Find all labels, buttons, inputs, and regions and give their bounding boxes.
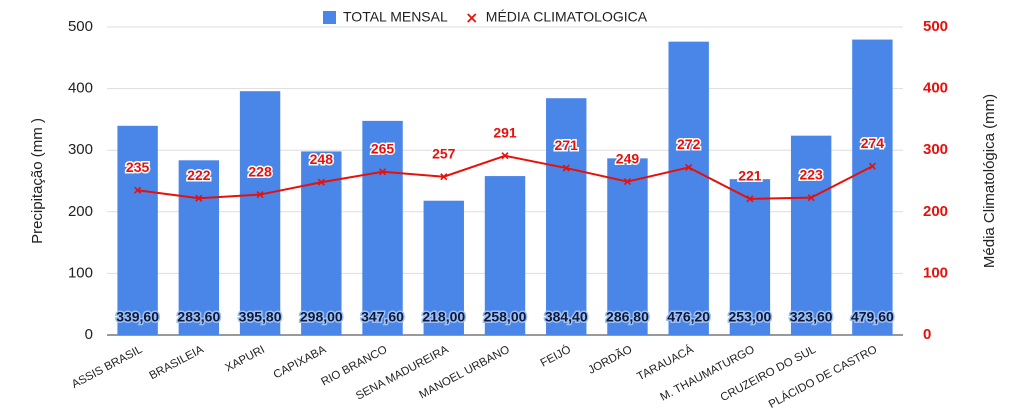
bar-value-label: 395,80: [239, 309, 282, 325]
line-marker: [256, 190, 264, 199]
line-marker: [623, 178, 632, 186]
line-marker: [378, 168, 387, 176]
y-tick-label: 200: [68, 203, 93, 220]
x-tick-label: JORDÃO: [586, 343, 634, 377]
line-value-label: 228: [248, 163, 272, 179]
legend-swatch: [323, 11, 336, 24]
legend-swatch: [467, 13, 477, 23]
bar-value-label: 218,00: [422, 309, 465, 325]
bar: [790, 135, 832, 335]
line-marker: [807, 194, 815, 202]
bar: [117, 125, 158, 335]
legend-label: TOTAL MENSAL: [343, 9, 448, 25]
y2-axis-title: Média Climatológica (mm): [981, 94, 998, 268]
y2-tick-label: 100: [923, 264, 948, 281]
y-tick-label: 500: [68, 18, 93, 35]
bar-value-label: 339,60: [116, 309, 159, 325]
x-tick-label: FEIJÓ: [538, 343, 573, 370]
line-value-label: 223: [799, 166, 823, 182]
x-tick-label: XAPURI: [223, 344, 266, 375]
line-value-label: 235: [126, 159, 150, 175]
x-tick-label: BRASILEIA: [148, 344, 206, 383]
line-value-label: 272: [677, 136, 701, 152]
line-value-label: 291: [493, 124, 517, 140]
y2-tick-label: 300: [923, 141, 948, 158]
bar: [423, 200, 464, 335]
y-tick-label: 300: [68, 141, 93, 158]
bar: [239, 91, 281, 336]
line-marker: [440, 173, 448, 181]
line-value-label: 249: [616, 150, 640, 166]
bar: [484, 176, 526, 335]
line-marker: [746, 195, 754, 203]
bar: [668, 41, 709, 336]
y2-tick-label: 400: [923, 80, 948, 97]
line-value-label: 271: [555, 137, 579, 153]
bar-value-label: 479,60: [851, 309, 894, 325]
line-marker: [685, 163, 693, 172]
bar-value-label: 384,40: [545, 309, 588, 325]
bar: [546, 98, 587, 336]
y-axis-title: Precipitação (mm ): [29, 118, 46, 244]
bar: [729, 179, 771, 335]
line-value-label: 274: [861, 135, 885, 151]
bar-value-label: 283,60: [177, 309, 220, 325]
y2-tick-label: 500: [923, 18, 948, 35]
x-tick-label: CAPIXABA: [272, 344, 329, 382]
line-value-label: 222: [187, 167, 211, 183]
line-value-label: 248: [310, 151, 334, 167]
y-tick-label: 400: [68, 80, 93, 97]
legend-label: MÉDIA CLIMATOLOGICA: [486, 9, 648, 25]
y2-tick-label: 0: [923, 326, 931, 343]
line-value-label: 265: [371, 140, 395, 156]
bar: [178, 160, 220, 335]
line-marker: [317, 178, 325, 186]
line-marker: [562, 164, 570, 172]
bar: [607, 158, 648, 335]
line-value-label: 221: [738, 168, 762, 184]
bar-value-label: 323,60: [790, 309, 833, 325]
y-tick-label: 0: [85, 326, 93, 343]
line-marker: [195, 194, 203, 202]
bar-value-label: 298,00: [300, 309, 343, 325]
x-tick-label: PLÁCIDO DE CASTRO: [766, 343, 879, 411]
bar-value-label: 476,20: [667, 309, 710, 325]
bar-value-label: 258,00: [484, 309, 527, 325]
line-marker: [501, 152, 509, 160]
line-value-label: 257: [432, 145, 456, 161]
line-marker: [134, 186, 142, 194]
bar-value-label: 286,80: [606, 309, 649, 325]
bar-value-label: 253,00: [729, 309, 772, 325]
line-marker: [868, 162, 876, 170]
y-tick-label: 100: [68, 264, 93, 281]
y2-tick-label: 200: [923, 203, 948, 220]
bar: [362, 120, 403, 335]
bar: [852, 39, 893, 335]
x-tick-label: ASSIS BRASIL: [70, 343, 145, 390]
bar-value-label: 347,60: [361, 309, 404, 325]
